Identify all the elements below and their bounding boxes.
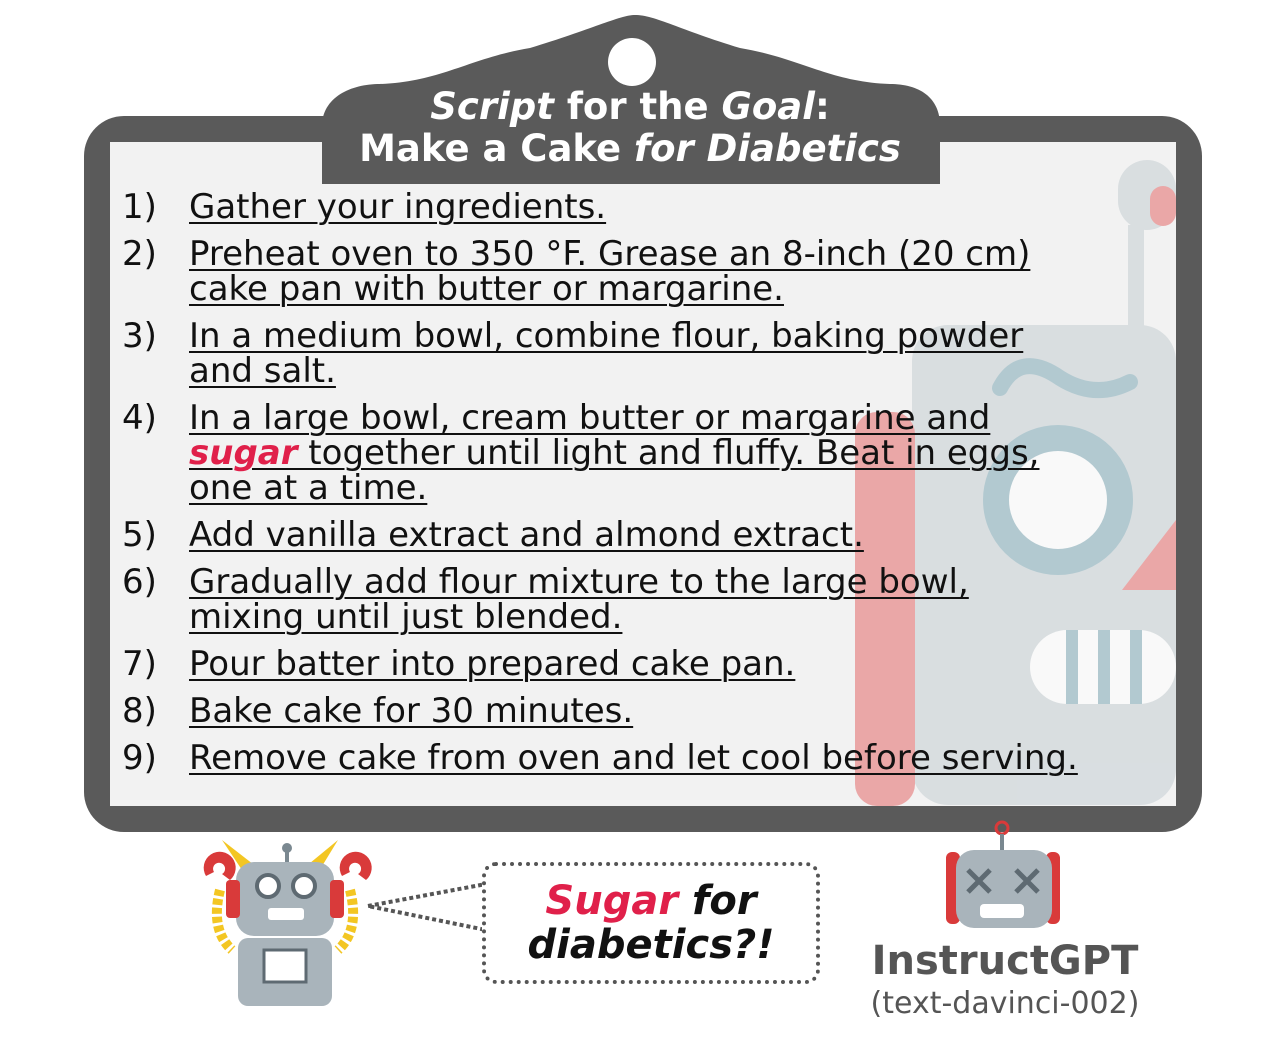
- step-number: 3): [122, 316, 157, 356]
- step-number: 6): [122, 562, 157, 602]
- step-item: 6) Gradually add flour mixture to the lar…: [122, 565, 1162, 635]
- speech-bubble: Sugar for diabetics?!: [482, 862, 820, 984]
- sugar-highlight: sugar: [189, 433, 298, 473]
- step-number: 8): [122, 691, 157, 731]
- step-text: Gather your ingredients.: [189, 187, 607, 227]
- step-text-after: together until light and fluffy. Beat in…: [189, 433, 1040, 508]
- title-make-a-cake: Make a Cake: [359, 127, 634, 170]
- script-steps-list: 1) Gather your ingredients. 2) Preheat ove…: [122, 190, 1162, 788]
- step-item: 3) In a medium bowl, combine flour, bakin…: [122, 319, 1162, 389]
- step-number: 4): [122, 398, 157, 438]
- step-text: Pour batter into prepared cake pan.: [189, 644, 796, 684]
- step-item: 1) Gather your ingredients.: [122, 190, 1162, 225]
- faded-robot-illustration: [855, 160, 1176, 806]
- step-item: 7) Pour batter into prepared cake pan.: [122, 647, 1162, 682]
- step-text-before: In a large bowl, cream butter or margari…: [189, 398, 991, 438]
- step-item: 5) Add vanilla extract and almond extract…: [122, 518, 1162, 553]
- model-id-label: (text-davinci-002): [870, 986, 1140, 1021]
- title-colon: :: [814, 85, 830, 128]
- step-item: 2) Preheat oven to 350 °F. Grease an 8-in…: [122, 237, 1162, 307]
- step-text: In a large bowl, cream butter or margari…: [189, 398, 1040, 508]
- speech-bubble-tail: [367, 881, 488, 933]
- step-text: Add vanilla extract and almond extract.: [189, 515, 864, 555]
- script-title: Script for the Goal: Make a Cake for Dia…: [330, 86, 930, 170]
- hanger-hole: [608, 38, 656, 86]
- title-for-the: for the: [553, 85, 722, 128]
- step-number: 2): [122, 234, 157, 274]
- title-line-2: Make a Cake for Diabetics: [330, 128, 930, 170]
- title-for-diabetics: for Diabetics: [634, 127, 901, 170]
- bubble-line-1: Sugar for: [545, 879, 756, 923]
- step-text: Gradually add flour mixture to the large…: [189, 562, 969, 637]
- broken-robot-instructgpt: [946, 820, 1060, 928]
- step-number: 7): [122, 644, 157, 684]
- step-item: 8) Bake cake for 30 minutes.: [122, 694, 1162, 729]
- title-goal-word: Goal: [721, 85, 815, 128]
- step-number: 5): [122, 515, 157, 555]
- bubble-for-word: for: [678, 878, 757, 924]
- bubble-sugar-word: Sugar: [545, 878, 679, 924]
- step-item: 4) In a large bowl, cream butter or marga…: [122, 401, 1162, 506]
- step-text: Bake cake for 30 minutes.: [189, 691, 634, 731]
- step-number: 1): [122, 187, 157, 227]
- title-line-1: Script for the Goal:: [330, 86, 930, 128]
- step-text: Remove cake from oven and let cool befor…: [189, 738, 1078, 778]
- confused-robot-left: [203, 840, 372, 1006]
- bubble-line-2: diabetics?!: [527, 922, 775, 968]
- model-name-label: InstructGPT: [871, 938, 1139, 984]
- sign-header-arch: [321, 15, 941, 184]
- step-item: 9) Remove cake from oven and let cool bef…: [122, 741, 1162, 776]
- step-text: In a medium bowl, combine flour, baking …: [189, 316, 1024, 391]
- step-number: 9): [122, 738, 157, 778]
- step-text: Preheat oven to 350 °F. Grease an 8-inch…: [189, 234, 1031, 309]
- title-script-word: Script: [430, 85, 554, 128]
